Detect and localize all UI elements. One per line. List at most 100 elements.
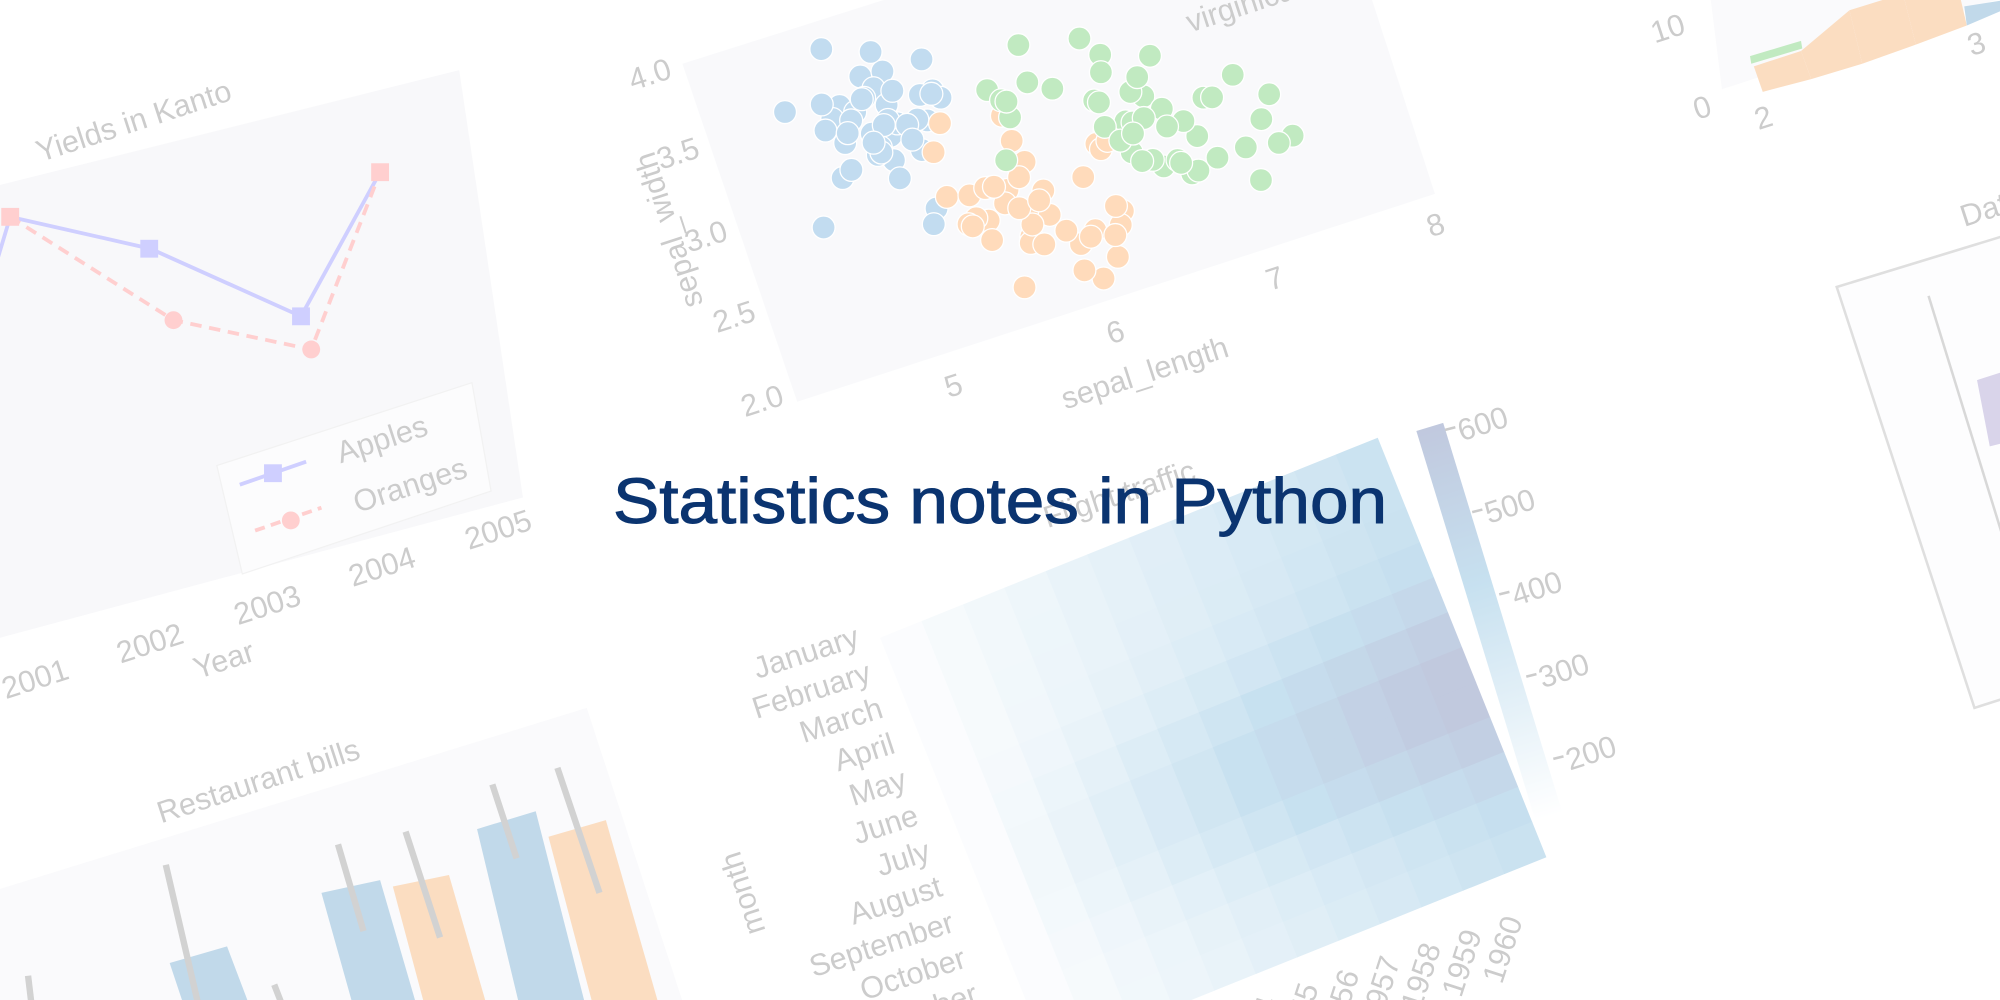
heatmap-cell (1060, 710, 1117, 763)
legend-line (254, 505, 323, 533)
scatter-point (992, 191, 1018, 216)
scatter-point (1186, 158, 1211, 183)
heatmap-cell (1490, 821, 1547, 875)
page-title: Statistics notes in Python (613, 465, 1387, 537)
heatmap-cell (1115, 607, 1172, 660)
scatter-point (1007, 196, 1032, 221)
heatmap (880, 437, 1547, 1000)
scatter-point (885, 111, 910, 136)
colorbar-tick (1525, 672, 1537, 678)
heatmap-cell (1434, 803, 1491, 856)
scatter-point (1130, 148, 1155, 174)
bar (548, 820, 658, 1000)
heatmap-cell (1102, 815, 1159, 868)
heatmap-cell (1351, 836, 1409, 890)
scatter-point (1118, 79, 1143, 105)
scatter-point (1028, 202, 1054, 227)
plot-area (1710, 0, 1996, 90)
scatter-point (1068, 231, 1094, 257)
heatmap-cell (1281, 662, 1338, 715)
heatmap-cell (1336, 559, 1393, 612)
scatter-point (848, 64, 873, 89)
scatter-point (1019, 224, 1044, 249)
marker (164, 311, 183, 330)
heatmap-cell (1144, 798, 1201, 852)
scatter-point (861, 130, 886, 155)
column-label: 1954 (1231, 992, 1284, 1000)
scatter-point (839, 157, 864, 182)
heatmap-cell (1462, 751, 1519, 805)
heatmap-cell (1364, 628, 1421, 682)
colorbar-tick (1552, 755, 1564, 761)
x-tick-label: 2005 (461, 503, 536, 556)
scatter-point (1220, 62, 1245, 87)
heatmap-cell (1240, 678, 1297, 732)
x-tick-label: 5 (940, 367, 967, 405)
scatter-point (1266, 130, 1291, 156)
heatmap-cell (1310, 853, 1367, 906)
scatter-point (895, 112, 920, 137)
heatmap-cell (1350, 593, 1407, 647)
scatter-point (858, 39, 883, 65)
scatter-point (1067, 26, 1092, 51)
scatter-point (1185, 124, 1210, 149)
scatter-point (809, 37, 834, 62)
scatter-point (1131, 84, 1156, 109)
colorbar (1416, 422, 1563, 822)
scatter-point (921, 140, 946, 165)
scatter-point (1088, 137, 1114, 162)
x-tick-label: 2001 (0, 653, 73, 706)
heatmap-cell (962, 587, 1020, 640)
scatter-point (1151, 154, 1176, 179)
heatmap-cell (1045, 554, 1103, 607)
heatmap-cell (1254, 835, 1312, 888)
scatter-point (960, 214, 985, 239)
scatter-point (1088, 60, 1114, 85)
scatter-point (1120, 110, 1145, 135)
scatter-point (957, 183, 982, 208)
heatmap-cell (1046, 675, 1103, 729)
scatter-point (1171, 108, 1196, 134)
error-bar (162, 864, 201, 1000)
heatmap-cell (991, 778, 1048, 832)
scatter-point (1149, 96, 1174, 121)
scatter-point (921, 212, 946, 237)
heatmap-cell (921, 604, 978, 657)
scatter-point (920, 78, 945, 103)
scatter-point (1082, 88, 1107, 113)
heatmap-cell (1075, 866, 1132, 920)
heatmap-cell (1294, 454, 1351, 507)
heatmap-cell (1212, 730, 1270, 783)
heatmap-cell (1309, 732, 1366, 785)
heatmap-cell (1406, 733, 1463, 787)
scatter-point (1091, 266, 1116, 291)
heatmap-cell (1253, 592, 1310, 645)
heatmap-cell (1212, 609, 1269, 662)
heatmap-cell (1142, 555, 1199, 609)
plot-area (682, 0, 1435, 402)
heatmap-cell (1241, 921, 1298, 975)
heatmap-cell (1211, 487, 1268, 541)
y-tick-label: 2.5 (709, 294, 760, 339)
colorbar-label: 600 (1453, 400, 1512, 448)
heatmap-cell (1268, 870, 1326, 923)
heatmap-cell (1170, 504, 1227, 557)
scatter-point (1025, 198, 1050, 223)
scatter-point (1205, 145, 1230, 170)
scatter-point (1103, 193, 1129, 219)
heatmap-cell (1335, 437, 1393, 491)
line (0, 171, 382, 319)
heatmap-cell (1377, 542, 1435, 595)
scatter-point (919, 81, 944, 106)
heatmap-cell (1268, 748, 1325, 802)
box (1977, 372, 2000, 447)
heatmap-cell (1006, 935, 1063, 988)
heatmap-cell (1405, 612, 1463, 665)
scatter-point (1257, 82, 1282, 107)
heatmap-cell (964, 830, 1021, 883)
heatmap-cell (1101, 572, 1158, 625)
heatmap-cell (1144, 920, 1201, 973)
axis-label: month (714, 848, 773, 939)
heatmap-cell (1393, 820, 1450, 873)
scatter-point (859, 121, 884, 146)
